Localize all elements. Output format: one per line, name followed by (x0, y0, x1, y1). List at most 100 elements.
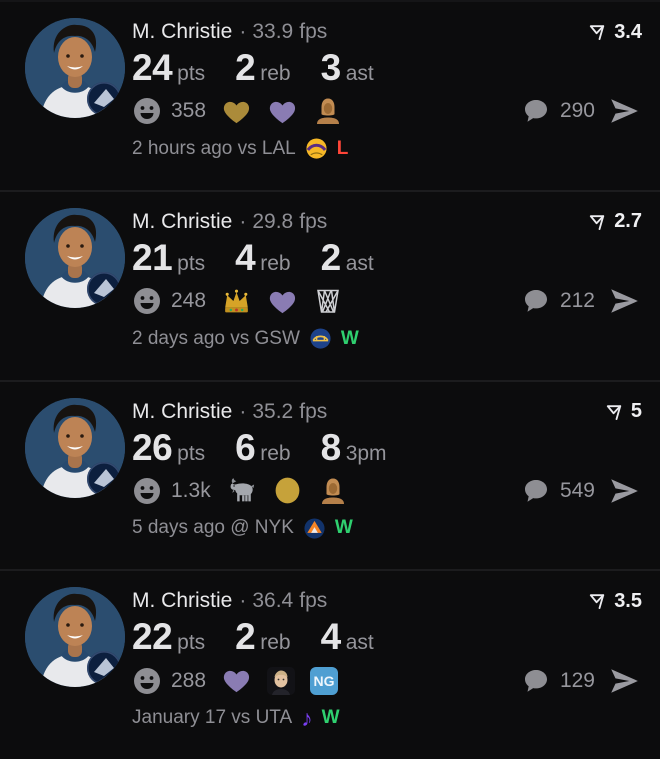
comment-count: 129 (559, 668, 595, 692)
comment-bubble-icon (524, 479, 547, 502)
pennant-flag-icon (590, 25, 605, 40)
comments-button[interactable]: 212 (521, 286, 595, 316)
jazz-note-logo: ♪ (301, 704, 313, 731)
player-avatar[interactable] (25, 18, 125, 118)
share-button[interactable] (608, 285, 640, 317)
stat-value: 21 (132, 236, 173, 278)
comment-count: 212 (559, 289, 595, 313)
lakers-logo (306, 138, 327, 159)
purple-heart-emoji[interactable] (221, 665, 252, 696)
comments-button[interactable]: 290 (521, 96, 595, 126)
comments-button[interactable]: 129 (521, 666, 595, 696)
player-name: M. Christie (132, 589, 233, 613)
pennant-flag-icon (590, 594, 605, 610)
player-name: M. Christie (132, 209, 233, 233)
fps-value: 29.8 (252, 209, 294, 233)
reaction-count: 248 (171, 289, 207, 313)
fps-meta: · 33.9 fps (239, 20, 327, 44)
stat-label: pts (177, 631, 206, 655)
stat-label: ast (345, 251, 374, 275)
player-bust-emoji[interactable] (318, 476, 348, 506)
comments-button[interactable]: 549 (521, 476, 595, 506)
fps-unit: fps (299, 209, 328, 233)
game-info: January 17 vs UTA ♪ W (132, 704, 642, 731)
share-button[interactable] (608, 95, 640, 127)
player-avatar[interactable] (25, 207, 125, 308)
reaction-count: 358 (171, 99, 207, 123)
reactions-button[interactable]: 248 (132, 286, 206, 316)
stat-label: reb (260, 251, 291, 275)
purple-heart-emoji[interactable] (267, 96, 298, 127)
stat-value: 22 (132, 616, 173, 658)
stat-line: 21 pts 4 reb 2 ast (132, 237, 642, 278)
player-portrait-image (25, 207, 125, 308)
fps-meta: · 36.4 fps (239, 589, 327, 613)
send-icon (611, 668, 638, 693)
flag-stat: 3.4 (587, 21, 642, 44)
stat-label: pts (177, 441, 206, 465)
send-icon (611, 289, 638, 313)
stat-label: reb (260, 62, 291, 85)
reactions-button[interactable]: 288 (132, 666, 206, 696)
stat-label: ast (345, 62, 374, 85)
share-button[interactable] (608, 665, 640, 697)
comment-count: 290 (559, 99, 595, 123)
flag-value: 5 (630, 400, 642, 422)
stat-value: 8 (320, 426, 342, 468)
reaction-count: 1.3k (171, 478, 211, 502)
gold-heart-emoji[interactable] (221, 96, 252, 127)
game-info-text: 2 hours ago vs LAL (132, 137, 296, 159)
basketball-net-emoji[interactable] (313, 286, 343, 316)
fps-value: 36.4 (252, 589, 294, 613)
share-button[interactable] (608, 475, 640, 507)
stat-line: 22 pts 2 reb 4 ast (132, 616, 642, 657)
fps-unit: fps (299, 399, 328, 423)
warriors-logo (310, 328, 331, 349)
stat-label: reb (260, 441, 291, 465)
stat-value: 24 (132, 47, 173, 88)
smiley-icon (134, 477, 160, 504)
reactions-button[interactable]: 1.3k (132, 476, 211, 506)
flag-stat: 2.7 (587, 210, 642, 233)
player-avatar[interactable] (25, 587, 125, 688)
fps-meta: · 35.2 fps (239, 400, 327, 424)
fps-value: 33.9 (252, 20, 294, 43)
fps-meta: · 29.8 fps (239, 210, 327, 234)
dot-separator: · (239, 209, 247, 233)
flag-value: 3.5 (614, 589, 642, 612)
game-result: W (334, 517, 353, 539)
game-result: L (336, 137, 349, 159)
player-portrait-image (25, 397, 125, 498)
purple-heart-emoji[interactable] (267, 286, 298, 317)
crown-emoji[interactable] (221, 286, 252, 317)
reaction-count: 288 (171, 668, 207, 692)
stat-card[interactable]: M. Christie · 35.2 fps 5 26 pts 6 reb 8 3pm (0, 379, 660, 570)
player-avatar[interactable] (25, 397, 125, 498)
game-info-text: January 17 vs UTA (132, 707, 293, 729)
player-name: M. Christie (132, 399, 233, 423)
reactions-button[interactable]: 358 (132, 96, 206, 126)
gold-circle-emoji[interactable] (272, 475, 303, 506)
pennant-flag-icon (606, 404, 622, 420)
player-portrait-image (25, 587, 125, 688)
ng-badge-emoji[interactable]: NG (310, 666, 339, 695)
stat-line: 24 pts 2 reb 3 ast (132, 47, 642, 88)
stat-value: 3 (320, 47, 342, 88)
player-face-emoji[interactable] (267, 666, 296, 695)
dot-separator: · (239, 589, 247, 613)
goat-emoji[interactable] (226, 475, 257, 506)
stat-label: reb (260, 631, 291, 655)
game-info-text: 2 days ago vs GSW (132, 327, 300, 349)
flag-stat: 5 (604, 400, 642, 423)
flag-value: 3.4 (614, 20, 642, 43)
stat-label: ast (345, 631, 374, 655)
game-result: W (321, 707, 340, 729)
smiley-icon (134, 667, 160, 694)
stat-label: pts (177, 251, 206, 275)
player-bust-emoji[interactable] (313, 96, 343, 126)
game-info: 2 days ago vs GSW W (132, 327, 642, 350)
